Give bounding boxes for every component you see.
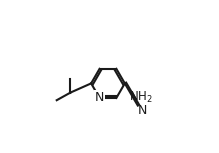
Text: NH$_2$: NH$_2$ <box>129 90 153 105</box>
Text: N: N <box>95 91 104 104</box>
Text: N: N <box>138 104 147 117</box>
